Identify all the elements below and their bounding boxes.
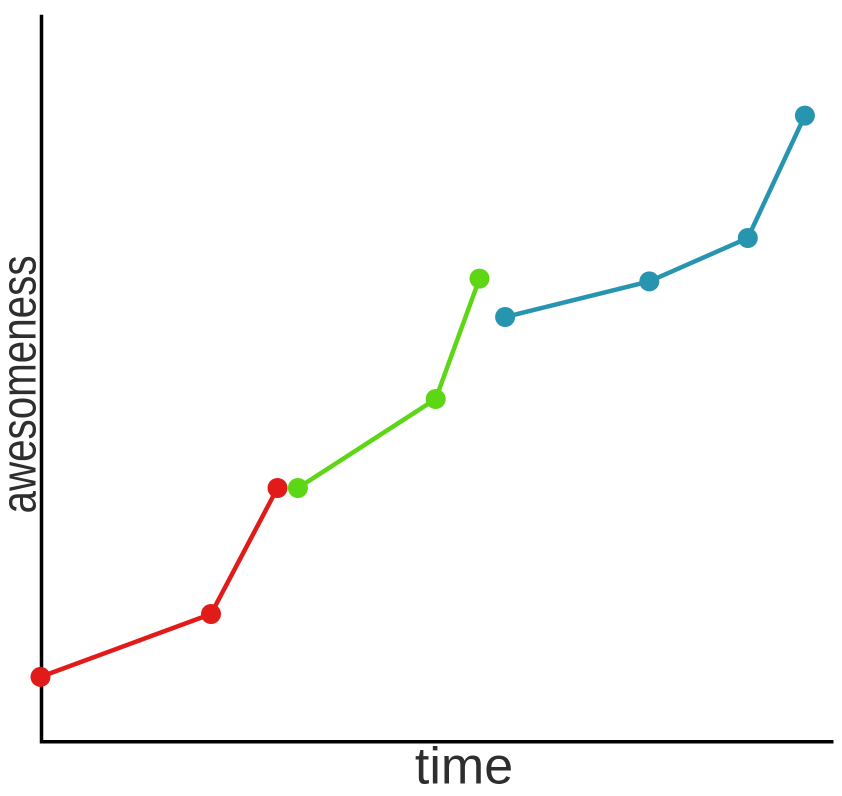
svg-text:awesomeness: awesomeness <box>0 256 47 514</box>
svg-text:time: time <box>415 738 513 796</box>
